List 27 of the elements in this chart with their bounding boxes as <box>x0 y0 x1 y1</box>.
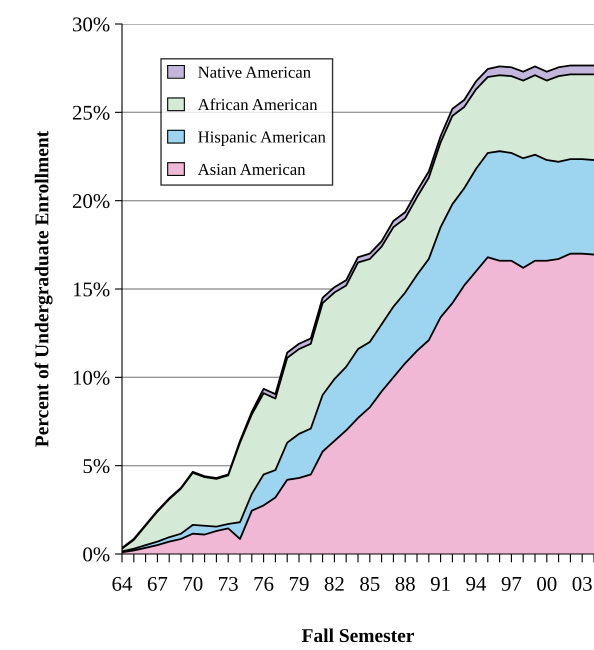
x-tick-label: 73 <box>219 576 238 591</box>
legend-label: Asian American <box>198 164 306 175</box>
y-tick-label: 10% <box>74 370 110 385</box>
y-axis-title: Percent of Undergraduate Enrollment <box>34 130 53 447</box>
legend-label: Native American <box>198 66 311 78</box>
x-tick-label: 94 <box>466 576 486 591</box>
y-tick-label: 20% <box>72 194 110 208</box>
legend-label: African American <box>198 98 318 110</box>
x-tick-label: 88 <box>396 576 415 591</box>
y-tick-label: 5% <box>84 459 110 474</box>
x-tick-label: 97 <box>502 576 522 591</box>
x-axis-title: Fall Semester <box>302 628 414 642</box>
x-tick-label: 64 <box>112 576 132 591</box>
x-tick-label: 79 <box>290 576 309 591</box>
x-tick-label: 70 <box>184 576 202 591</box>
y-tick-label: 0% <box>83 547 110 562</box>
x-tick-label: 91 <box>430 576 450 591</box>
x-tick-label: 03 <box>572 576 592 591</box>
y-tick-label: 30% <box>73 17 110 32</box>
y-tick-label: 25% <box>72 106 110 120</box>
x-tick-label: 85 <box>360 576 380 591</box>
legend-label: Hispanic American <box>198 131 326 146</box>
x-tick-label: 76 <box>254 576 274 591</box>
y-tick-label: 15% <box>74 282 110 296</box>
x-tick-label: 82 <box>324 576 344 591</box>
x-tick-label: 67 <box>148 576 168 591</box>
x-tick-label: 00 <box>537 576 556 591</box>
